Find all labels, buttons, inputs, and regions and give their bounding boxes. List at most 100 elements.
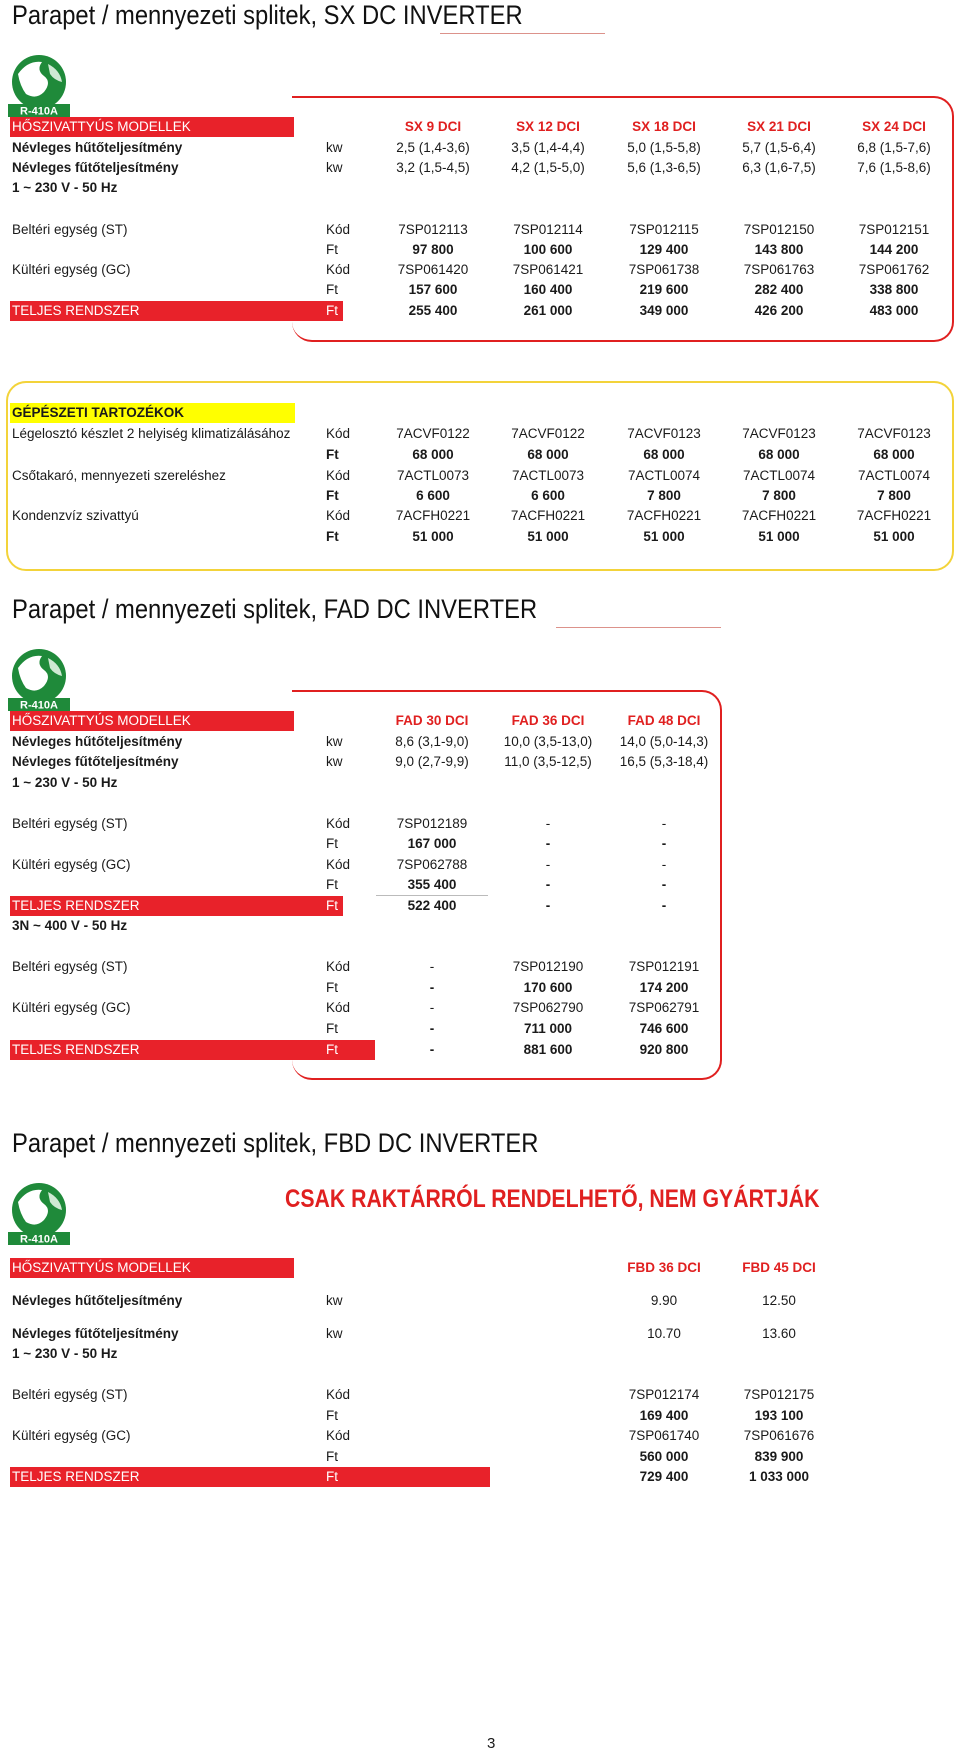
indoor-price-row: Ft - 170 600 174 200 — [0, 978, 960, 998]
price: 68 000 — [758, 447, 800, 462]
outdoor-code-row: Kültéri egység (GC) Kód 7SP062788 - - — [0, 855, 960, 875]
price: 282 400 — [754, 282, 804, 297]
code: 7SP061421 — [512, 262, 584, 277]
power-row: 1 ~ 230 V - 50 Hz — [0, 773, 960, 793]
value: 9,0 (2,7-9,9) — [395, 754, 469, 769]
unit: Ft — [326, 980, 338, 995]
heating-row: Névleges fűtőteljesítmény kw 9,0 (2,7-9,… — [0, 752, 960, 772]
model-name: SX 12 DCI — [516, 119, 580, 134]
heating-label: Névleges fűtőteljesítmény — [12, 1326, 179, 1341]
price: 68 000 — [643, 447, 685, 462]
cooling-row: Névleges hűtőteljesítmény kw 9.90 12.50 — [0, 1291, 960, 1311]
code: 7SP012115 — [629, 222, 699, 237]
model-name: FBD 45 DCI — [742, 1260, 816, 1275]
value: 10.70 — [647, 1326, 681, 1341]
code: 7SP012113 — [398, 222, 468, 237]
indoor-code-row: Beltéri egység (ST) Kód - 7SP012190 7SP0… — [0, 957, 960, 977]
price: 7 800 — [647, 488, 681, 503]
accessory-label: Csőtakaró, mennyezeti szereléshez — [12, 468, 226, 483]
value: 13.60 — [762, 1326, 796, 1341]
cooling-label: Névleges hűtőteljesítmény — [12, 1293, 183, 1308]
stock-only-notice: CSAK RAKTÁRRÓL RENDELHETŐ, NEM GYÁRTJÁK — [285, 1185, 820, 1213]
heating-label: Névleges fűtőteljesítmény — [12, 160, 179, 175]
unit: Ft — [326, 447, 339, 462]
outdoor-code-row: Kültéri egység (GC) Kód - 7SP062790 7SP0… — [0, 998, 960, 1018]
unit: kw — [326, 140, 343, 155]
fad-header-row: HŐSZIVATTYÚS MODELLEK FAD 30 DCI FAD 36 … — [0, 711, 960, 731]
value: 3,2 (1,5-4,5) — [396, 160, 470, 175]
outdoor-label: Kültéri egység (GC) — [12, 1428, 131, 1443]
unit: Kód — [326, 857, 351, 872]
value: 12.50 — [762, 1293, 796, 1308]
price: 219 600 — [639, 282, 689, 297]
header-label: HŐSZIVATTYÚS MODELLEK — [12, 1260, 191, 1275]
code: 7SP012174 — [628, 1387, 700, 1402]
unit: Ft — [326, 1469, 338, 1484]
unit: Kód — [326, 816, 351, 831]
unit: Ft — [326, 1408, 338, 1423]
code: 7SP062791 — [628, 1000, 700, 1015]
accessory-price-row: Ft 68 000 68 000 68 000 68 000 68 000 — [0, 445, 960, 465]
total-bar — [10, 1040, 375, 1060]
code: 7ACTL0073 — [511, 468, 585, 483]
code: 7SP012150 — [743, 222, 815, 237]
accessories-frame — [6, 381, 954, 571]
indoor-label: Beltéri egység (ST) — [12, 816, 128, 831]
price: 338 800 — [869, 282, 919, 297]
unit: Ft — [326, 242, 338, 257]
heating-row: Névleges fűtőteljesítmény kw 3,2 (1,5-4,… — [0, 158, 960, 178]
code: - — [545, 857, 551, 872]
value: 4,2 (1,5-5,0) — [511, 160, 585, 175]
total-price: 426 200 — [754, 303, 804, 318]
model-name: SX 18 DCI — [632, 119, 696, 134]
unit: Kód — [326, 1000, 351, 1015]
power-label: 1 ~ 230 V - 50 Hz — [12, 775, 118, 790]
code: 7ACTL0074 — [742, 468, 816, 483]
outdoor-code-row: Kültéri egység (GC) Kód 7SP061740 7SP061… — [0, 1426, 960, 1446]
indoor-price-row: Ft 167 000 - - — [0, 834, 960, 854]
code: 7ACTL0073 — [396, 468, 470, 483]
unit: Kód — [326, 262, 351, 277]
title-underline — [440, 33, 605, 34]
unit: Ft — [326, 488, 339, 503]
price: 144 200 — [869, 242, 919, 257]
total-row: TELJES RENDSZER Ft 729 400 1 033 000 — [0, 1467, 960, 1487]
outdoor-price-row: Ft 560 000 839 900 — [0, 1447, 960, 1467]
accessories-header: GÉPÉSZETI TARTOZÉKOK — [12, 405, 185, 420]
title-underline — [556, 627, 721, 628]
total-price: - — [661, 898, 667, 913]
power-label: 3N ~ 400 V - 50 Hz — [12, 918, 128, 933]
price: 129 400 — [639, 242, 689, 257]
heating-label: Névleges fűtőteljesítmény — [12, 754, 179, 769]
code: 7SP012191 — [628, 959, 700, 974]
code: 7ACVF0123 — [742, 426, 816, 441]
value: 7,6 (1,5-8,6) — [857, 160, 931, 175]
total-price: - — [545, 898, 551, 913]
svg-text:R-410A: R-410A — [20, 106, 58, 118]
code: - — [661, 857, 667, 872]
globe-icon: R-410A — [8, 649, 70, 712]
price: - — [545, 877, 551, 892]
code: 7ACFH0221 — [395, 508, 471, 523]
code: 7SP061762 — [858, 262, 930, 277]
fbd-header-row: HŐSZIVATTYÚS MODELLEK FBD 36 DCI FBD 45 … — [0, 1258, 960, 1278]
total-price: - — [429, 1042, 435, 1057]
accessory-label: Kondenzvíz szivattyú — [12, 508, 139, 523]
code: - — [545, 816, 551, 831]
unit: Ft — [326, 303, 338, 318]
unit: Ft — [326, 1449, 338, 1464]
outdoor-price-row: Ft 157 600 160 400 219 600 282 400 338 8… — [0, 280, 960, 300]
header-bar — [10, 711, 294, 731]
accessory-code-row: Légelosztó készlet 2 helyiség klimatizál… — [0, 424, 960, 444]
indoor-price-row: Ft 97 800 100 600 129 400 143 800 144 20… — [0, 240, 960, 260]
indoor-code-row: Beltéri egység (ST) Kód 7SP012113 7SP012… — [0, 220, 960, 240]
total-bar — [10, 896, 343, 916]
heating-row: Névleges fűtőteljesítmény kw 10.70 13.60 — [0, 1324, 960, 1344]
price: 51 000 — [643, 529, 685, 544]
price: - — [545, 836, 551, 851]
unit: Kód — [326, 1428, 351, 1443]
code: 7ACFH0221 — [856, 508, 932, 523]
code: 7SP012190 — [512, 959, 584, 974]
code: 7SP061763 — [743, 262, 815, 277]
cooling-label: Névleges hűtőteljesítmény — [12, 140, 183, 155]
